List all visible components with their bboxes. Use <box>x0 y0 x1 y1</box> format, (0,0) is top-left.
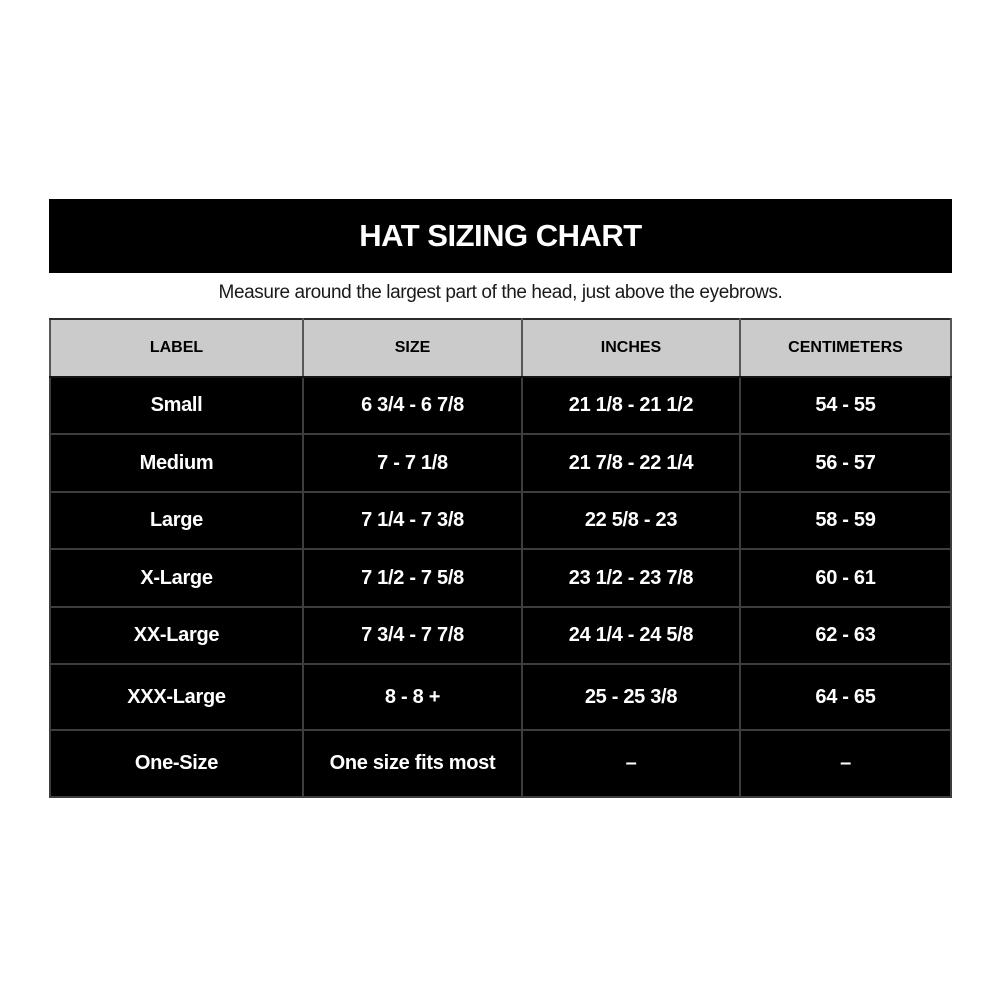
table-row-one-size: One-Size One size fits most – – <box>49 729 952 798</box>
cell-label: X-Large <box>49 548 304 608</box>
cell-size: 7 1/4 - 7 3/8 <box>302 491 523 550</box>
table-row-xx-large: XX-Large 7 3/4 - 7 7/8 24 1/4 - 24 5/8 6… <box>49 606 952 665</box>
cell-size: 7 1/2 - 7 5/8 <box>302 548 523 608</box>
cell-size: 7 3/4 - 7 7/8 <box>302 606 523 665</box>
cell-size: One size fits most <box>302 729 523 798</box>
cell-centimeters: 64 - 65 <box>739 663 952 731</box>
cell-label: XXX-Large <box>49 663 304 731</box>
table-row-small: Small 6 3/4 - 6 7/8 21 1/8 - 21 1/2 54 -… <box>49 376 952 435</box>
cell-centimeters: 56 - 57 <box>739 433 952 493</box>
cell-inches: 23 1/2 - 23 7/8 <box>521 548 741 608</box>
cell-label: One-Size <box>49 729 304 798</box>
cell-centimeters: 60 - 61 <box>739 548 952 608</box>
cell-inches: – <box>521 729 741 798</box>
cell-label: Small <box>49 376 304 435</box>
column-header-inches: INCHES <box>521 318 741 378</box>
cell-label: Large <box>49 491 304 550</box>
cell-centimeters: 62 - 63 <box>739 606 952 665</box>
page-title: HAT SIZING CHART <box>359 218 642 253</box>
table-row-xxx-large: XXX-Large 8 - 8 + 25 - 25 3/8 64 - 65 <box>49 663 952 731</box>
table-row-medium: Medium 7 - 7 1/8 21 7/8 - 22 1/4 56 - 57 <box>49 433 952 493</box>
cell-inches: 24 1/4 - 24 5/8 <box>521 606 741 665</box>
cell-label: XX-Large <box>49 606 304 665</box>
cell-inches: 22 5/8 - 23 <box>521 491 741 550</box>
cell-label: Medium <box>49 433 304 493</box>
measurement-instructions: Measure around the largest part of the h… <box>218 282 783 303</box>
cell-centimeters: 54 - 55 <box>739 376 952 435</box>
cell-size: 7 - 7 1/8 <box>302 433 523 493</box>
header-row: LABEL SIZE INCHES CENTIMETERS <box>49 318 952 378</box>
cell-centimeters: – <box>739 729 952 798</box>
table-row-x-large: X-Large 7 1/2 - 7 5/8 23 1/2 - 23 7/8 60… <box>49 548 952 608</box>
column-header-centimeters: CENTIMETERS <box>739 318 952 378</box>
cell-inches: 25 - 25 3/8 <box>521 663 741 731</box>
cell-inches: 21 7/8 - 22 1/4 <box>521 433 741 493</box>
column-header-label: LABEL <box>49 318 304 378</box>
cell-inches: 21 1/8 - 21 1/2 <box>521 376 741 435</box>
cell-size: 8 - 8 + <box>302 663 523 731</box>
table-row-large: Large 7 1/4 - 7 3/8 22 5/8 - 23 58 - 59 <box>49 491 952 550</box>
column-header-size: SIZE <box>302 318 523 378</box>
cell-size: 6 3/4 - 6 7/8 <box>302 376 523 435</box>
cell-centimeters: 58 - 59 <box>739 491 952 550</box>
hat-sizing-table: LABEL SIZE INCHES CENTIMETERS Small 6 3/… <box>49 318 952 798</box>
title-bar: HAT SIZING CHART <box>49 199 952 273</box>
